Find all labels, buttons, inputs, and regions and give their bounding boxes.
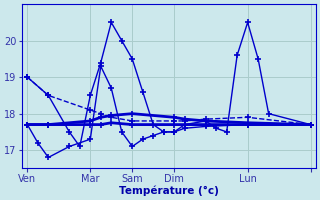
X-axis label: Température (°c): Température (°c) [119,185,219,196]
